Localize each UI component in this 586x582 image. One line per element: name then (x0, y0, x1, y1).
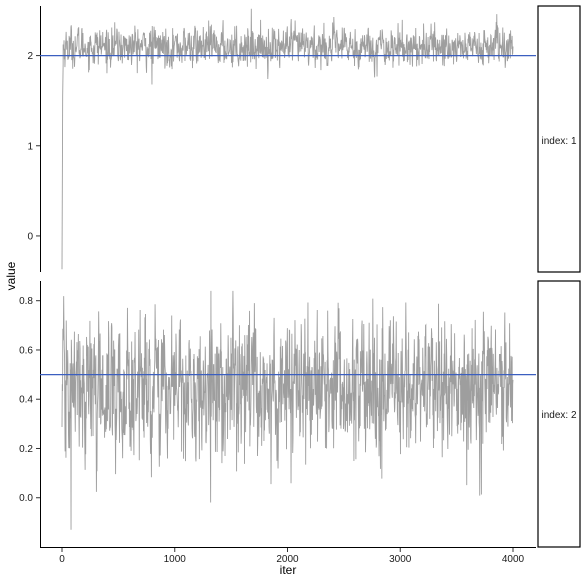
panel-2-strip (537, 280, 581, 548)
panel-2-y-tick-label: 0.4 (19, 395, 33, 406)
panel-1-y-ticks: 0 1 2 (27, 51, 40, 242)
panel-2-y-tick-label: 0.2 (19, 444, 33, 455)
panel-2-y-ticks: 0.0 0.2 0.4 0.6 0.8 (19, 296, 40, 504)
x-tick-label: 4000 (502, 554, 525, 565)
panel-1-trace-line (61, 8, 514, 270)
panel-2: 0.0 0.2 0.4 0.6 0.8 index: 2 (19, 280, 581, 548)
panel-1: 0 1 2 index: 1 (27, 5, 581, 273)
x-tick-label: 2000 (276, 554, 299, 565)
panel-2-y-tick-label: 0.0 (19, 493, 33, 504)
panel-1-y-tick-label: 2 (27, 51, 33, 62)
x-tick-label: 3000 (389, 554, 412, 565)
panel-2-y-tick-label: 0.6 (19, 345, 33, 356)
x-ticks: 0 1000 2000 3000 4000 (59, 548, 525, 565)
panel-2-strip-label: index: 2 (541, 410, 576, 421)
panel-2-trace (61, 290, 514, 530)
x-axis-title: iter (280, 563, 297, 577)
panel-1-y-tick-label: 0 (27, 231, 33, 242)
panel-1-y-tick-label: 1 (27, 141, 33, 152)
y-axis-title: value (4, 261, 18, 290)
panel-1-trace (61, 8, 514, 270)
panel-2-trace-line (61, 290, 514, 530)
panel-1-strip-label: index: 1 (541, 136, 576, 147)
x-tick-label: 0 (59, 554, 65, 565)
panel-2-y-tick-label: 0.8 (19, 296, 33, 307)
panel-1-strip (537, 5, 581, 273)
x-tick-label: 1000 (164, 554, 187, 565)
